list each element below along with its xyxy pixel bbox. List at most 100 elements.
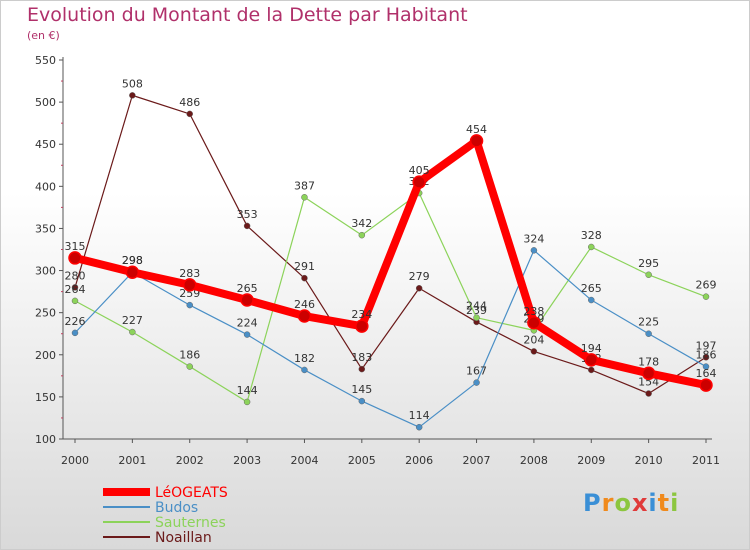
legend-label: LéOGEATS — [155, 485, 228, 501]
data-label: 298 — [122, 254, 143, 267]
data-point — [473, 314, 480, 321]
proxiti-logo: Proxiti — [583, 489, 679, 517]
data-point — [527, 316, 541, 330]
data-point — [645, 271, 652, 279]
data-point — [702, 293, 710, 300]
data-point — [186, 110, 193, 118]
data-point — [588, 296, 595, 304]
x-tick-label: 2009 — [577, 454, 605, 467]
logo-letter: x — [631, 489, 649, 517]
data-label: 234 — [351, 308, 372, 321]
data-point — [129, 92, 136, 99]
data-label: 167 — [466, 365, 487, 378]
data-label: 508 — [122, 77, 143, 90]
data-point — [469, 134, 484, 148]
data-point — [530, 348, 538, 355]
y-tick-label: 400 — [35, 180, 56, 193]
data-point — [473, 379, 480, 386]
chart-title: Evolution du Montant de la Dette par Hab… — [27, 4, 468, 26]
y-tick-label: 200 — [35, 349, 56, 362]
data-point — [301, 194, 308, 201]
data-label: 405 — [409, 164, 430, 177]
series-line-noaillan — [74, 94, 707, 395]
data-label: 387 — [294, 179, 315, 192]
data-point — [702, 354, 710, 361]
data-label: 328 — [581, 229, 602, 242]
x-tick-label: 2000 — [61, 454, 89, 467]
data-point — [415, 423, 423, 431]
legend-label: Sauternes — [155, 515, 226, 531]
data-point — [182, 278, 197, 292]
data-point — [243, 331, 251, 338]
data-label: 178 — [638, 355, 659, 368]
data-label: 315 — [65, 240, 86, 253]
data-point — [71, 297, 79, 305]
data-label: 298 — [122, 254, 143, 267]
data-point — [641, 366, 656, 381]
data-point — [243, 222, 251, 230]
data-label: 279 — [409, 270, 430, 283]
data-point — [699, 378, 713, 392]
data-point — [71, 329, 79, 337]
data-label: 197 — [696, 339, 717, 352]
series-line-sauternes — [74, 192, 707, 403]
data-point — [530, 247, 538, 254]
x-tick-label: 2006 — [405, 454, 433, 467]
data-point — [240, 293, 254, 307]
data-label: 454 — [466, 123, 487, 136]
data-label: 265 — [237, 282, 258, 295]
y-tick-label: 350 — [35, 222, 56, 235]
data-label: 227 — [122, 314, 143, 327]
data-label: 238 — [523, 305, 544, 318]
data-point — [129, 328, 136, 336]
data-label: 225 — [638, 316, 659, 329]
data-point — [645, 390, 652, 397]
data-point — [584, 353, 599, 367]
data-point — [358, 231, 366, 239]
chart-subtitle: (en €) — [27, 29, 60, 42]
series-line-budos — [74, 249, 707, 428]
data-label: 194 — [581, 342, 602, 355]
data-label: 353 — [237, 208, 258, 221]
data-label: 324 — [523, 232, 544, 245]
data-label: 246 — [294, 298, 315, 311]
x-tick-label: 2010 — [635, 454, 663, 467]
x-tick-label: 2011 — [692, 454, 720, 467]
y-tick-label: 500 — [35, 96, 56, 109]
data-label: 186 — [696, 349, 717, 362]
logo-letter: i — [670, 489, 680, 517]
data-point — [358, 365, 366, 373]
data-point — [412, 175, 426, 189]
x-tick-label: 2004 — [290, 454, 318, 467]
data-point — [125, 265, 140, 279]
data-label: 204 — [523, 333, 544, 346]
data-point — [186, 301, 193, 309]
x-tick-label: 2005 — [348, 454, 376, 467]
logo-letter: o — [614, 489, 632, 517]
data-point — [358, 397, 366, 405]
data-label: 145 — [351, 383, 372, 396]
data-label: 186 — [179, 349, 200, 362]
data-label: 291 — [294, 260, 315, 273]
series-line-léogeats — [71, 136, 710, 390]
data-point — [301, 274, 308, 282]
data-label: 224 — [237, 317, 258, 330]
data-label: 144 — [237, 384, 258, 397]
data-label: 265 — [581, 282, 602, 295]
data-label: 264 — [65, 283, 86, 296]
data-label: 183 — [351, 351, 372, 364]
y-tick-label: 550 — [35, 54, 56, 67]
data-point — [301, 366, 308, 374]
legend-label: Budos — [155, 500, 198, 516]
data-point — [645, 330, 652, 337]
x-tick-label: 2003 — [233, 454, 261, 467]
data-label: 164 — [696, 367, 717, 380]
data-point — [702, 363, 710, 370]
logo-letter: t — [657, 489, 671, 517]
x-tick-label: 2007 — [463, 454, 491, 467]
x-tick-label: 2002 — [176, 454, 204, 467]
data-point — [186, 363, 193, 370]
x-tick-label: 2008 — [520, 454, 548, 467]
